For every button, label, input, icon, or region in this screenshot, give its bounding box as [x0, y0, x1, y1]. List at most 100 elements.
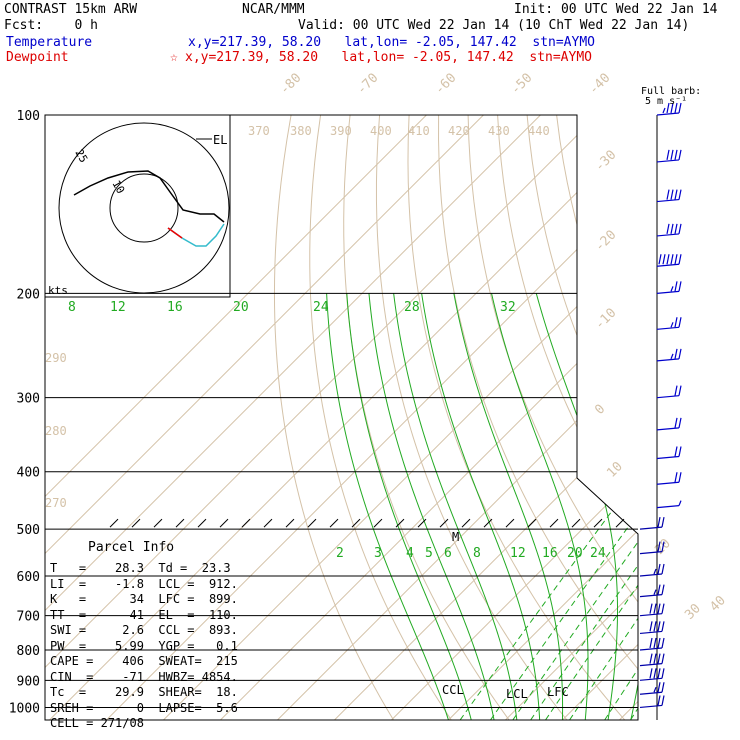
wind-barb	[656, 500, 682, 509]
wind-barb-flag	[661, 695, 665, 706]
isotherm-line	[733, 115, 740, 720]
mixing-ratio-label: 5	[425, 546, 433, 561]
wind-barb-flag	[670, 286, 674, 292]
wind-barb-flag	[653, 621, 657, 632]
wind-barb-flag	[670, 322, 674, 328]
pressure-tick-label: 400	[17, 466, 40, 481]
wind-barb-shaft	[639, 594, 663, 598]
wind-barb-shaft	[639, 630, 663, 635]
isotherm-line	[45, 115, 427, 720]
wind-barb	[656, 254, 682, 267]
isotherm-label: -20	[592, 228, 619, 255]
wind-barb-flag	[661, 584, 665, 595]
mixing-ratio-label: 28	[404, 300, 420, 315]
mixing-ratio-label: 8	[473, 546, 481, 561]
forecast-hour: Fcst: 0 h	[4, 18, 98, 33]
parcel-info-row: TT = 41 EL = 110.	[50, 607, 238, 622]
pressure-tick-label: 600	[17, 570, 40, 585]
parcel-info-title: Parcel Info	[88, 540, 175, 555]
mixing-ratio-label: 12	[510, 546, 526, 561]
level-label-m: M	[452, 530, 459, 544]
dry-adiabat	[438, 115, 638, 720]
isotherm-label: -30	[592, 148, 619, 175]
moist-adiabat	[421, 293, 541, 720]
valid-time: Valid: 00 UTC Wed 22 Jan 14 (10 ChT Wed …	[298, 18, 690, 33]
wind-barb-shaft	[639, 677, 663, 681]
wind-barb-flag	[678, 417, 682, 428]
pressure-tick-label: 300	[17, 392, 40, 407]
dry-adiabat-label: 420	[448, 124, 470, 138]
pressure-tick-label: 900	[17, 674, 40, 689]
parcel-info-row: PW = 5.99 YGP = 0.1	[50, 638, 238, 653]
moist-adiabat	[346, 293, 472, 720]
wind-barb-flag	[657, 637, 661, 649]
wind-barb-flag	[661, 603, 665, 614]
moist-adiabat	[393, 293, 518, 720]
wind-barb-flag	[674, 317, 678, 328]
dry-adiabat	[309, 115, 452, 720]
shear-tick	[109, 518, 119, 528]
wind-barb	[639, 653, 665, 667]
parcel-info-row: CELL = 271/08	[50, 716, 144, 730]
isotherm-label: -40	[586, 71, 613, 98]
isotherm-line	[334, 115, 638, 720]
moist-adiabat	[676, 293, 740, 720]
wind-barb	[656, 149, 682, 163]
wind-barb-flag	[649, 653, 653, 664]
mixing-ratio-label: 24	[313, 300, 329, 315]
wind-barb	[656, 446, 682, 460]
isotherm-line	[448, 115, 638, 720]
wind-barb	[656, 281, 682, 294]
dry-adiabat-label: 400	[370, 124, 392, 138]
mixing-ratio-line	[683, 293, 740, 720]
parcel-info-row: LI = -1.8 LCL = 912.	[50, 576, 238, 591]
isotherm-line	[163, 115, 638, 720]
wind-barb-flag	[678, 472, 682, 483]
mixing-ratio-label: 24	[590, 546, 606, 561]
wind-barb	[656, 317, 682, 330]
wind-barb-flag	[657, 695, 661, 706]
legend-temperature: Temperature	[6, 35, 93, 50]
isotherm-line	[45, 115, 541, 720]
isotherm-label: 0	[592, 402, 608, 418]
wind-barb-shaft	[656, 159, 680, 163]
wind-barb	[656, 472, 682, 485]
dry-adiabat-label: 430	[488, 124, 510, 138]
wind-barb	[656, 348, 682, 362]
dry-adiabat	[526, 115, 638, 720]
plot-frame	[44, 114, 639, 721]
wind-barb-flag	[662, 254, 666, 265]
shear-tick	[549, 518, 559, 528]
pressure-tick-label: 700	[17, 610, 40, 625]
wind-barb-flag	[661, 682, 665, 693]
hodograph-ring-inner	[109, 173, 179, 243]
isotherm-label: 10	[604, 459, 626, 481]
mixing-ratio-label: 32	[500, 300, 516, 315]
mixing-ratio-label: 12	[110, 300, 126, 315]
shear-tick	[285, 518, 295, 528]
dry-adiabat-label: 410	[408, 124, 430, 138]
dry-adiabat	[585, 115, 638, 720]
wind-barb-shaft	[656, 263, 680, 267]
wind-barb-flag	[678, 149, 682, 161]
wind-barb-flag	[674, 223, 678, 235]
mixing-ratio-label: 8	[68, 300, 76, 315]
wind-barb-shaft	[639, 551, 663, 555]
hodograph-units: kts	[48, 284, 68, 297]
dry-adiabat	[556, 115, 638, 720]
dry-adiabat	[467, 115, 638, 720]
isotherm-label: -10	[592, 306, 619, 333]
wind-barb-flag	[657, 541, 661, 552]
mixing-ratio-line	[630, 293, 638, 720]
wind-barb-flag	[678, 281, 682, 292]
wind-barb-flag	[661, 621, 665, 632]
shear-tick	[615, 518, 625, 528]
mixing-ratio-label: 6	[444, 546, 452, 561]
shear-tick	[241, 518, 251, 528]
wind-barb-flag	[678, 254, 682, 265]
wind-barb-flag	[666, 189, 670, 200]
isotherm-label: -60	[432, 71, 459, 98]
mixing-ratio-line	[545, 293, 638, 720]
wind-barb	[639, 603, 665, 617]
